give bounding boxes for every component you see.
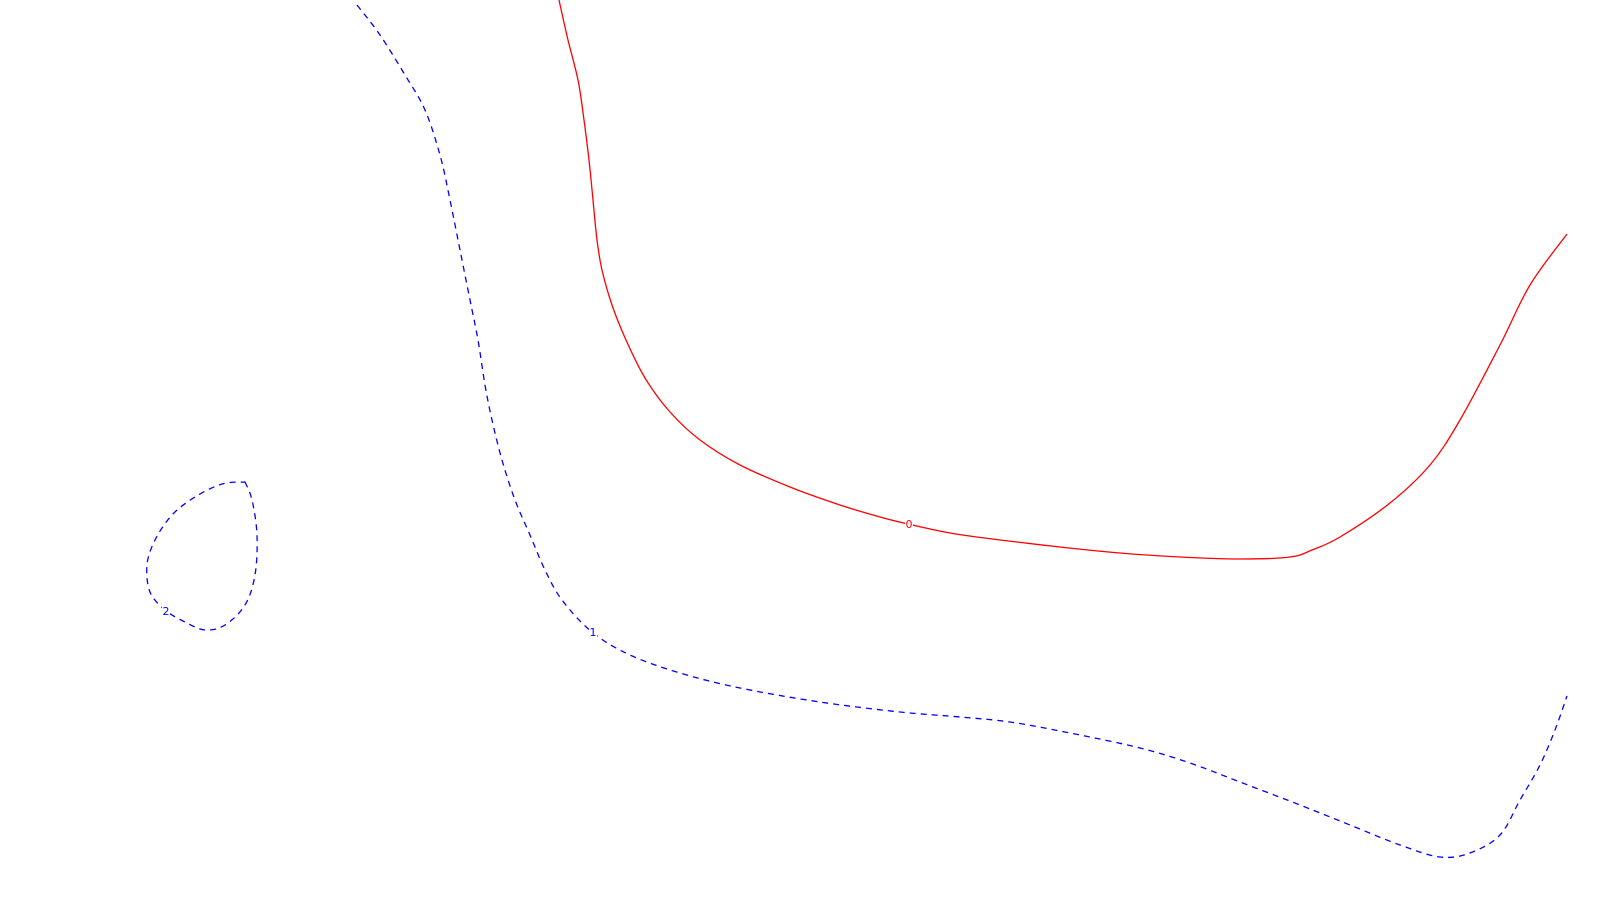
contour-label-background — [589, 626, 597, 638]
contour-line-level-1 — [356, 4, 1568, 859]
contour-label-background — [162, 605, 170, 617]
contour-label-background — [905, 518, 913, 530]
contour-label-0: 0 — [906, 518, 913, 531]
contour-label-2: 2 — [163, 605, 170, 618]
contour-label-1: 1 — [590, 626, 597, 639]
contour-line-level-2 — [146, 481, 258, 631]
contour-labels: 0 1 2 — [162, 518, 913, 639]
contour-line-level-0 — [558, 0, 1568, 560]
contour-lines — [146, 0, 1568, 859]
